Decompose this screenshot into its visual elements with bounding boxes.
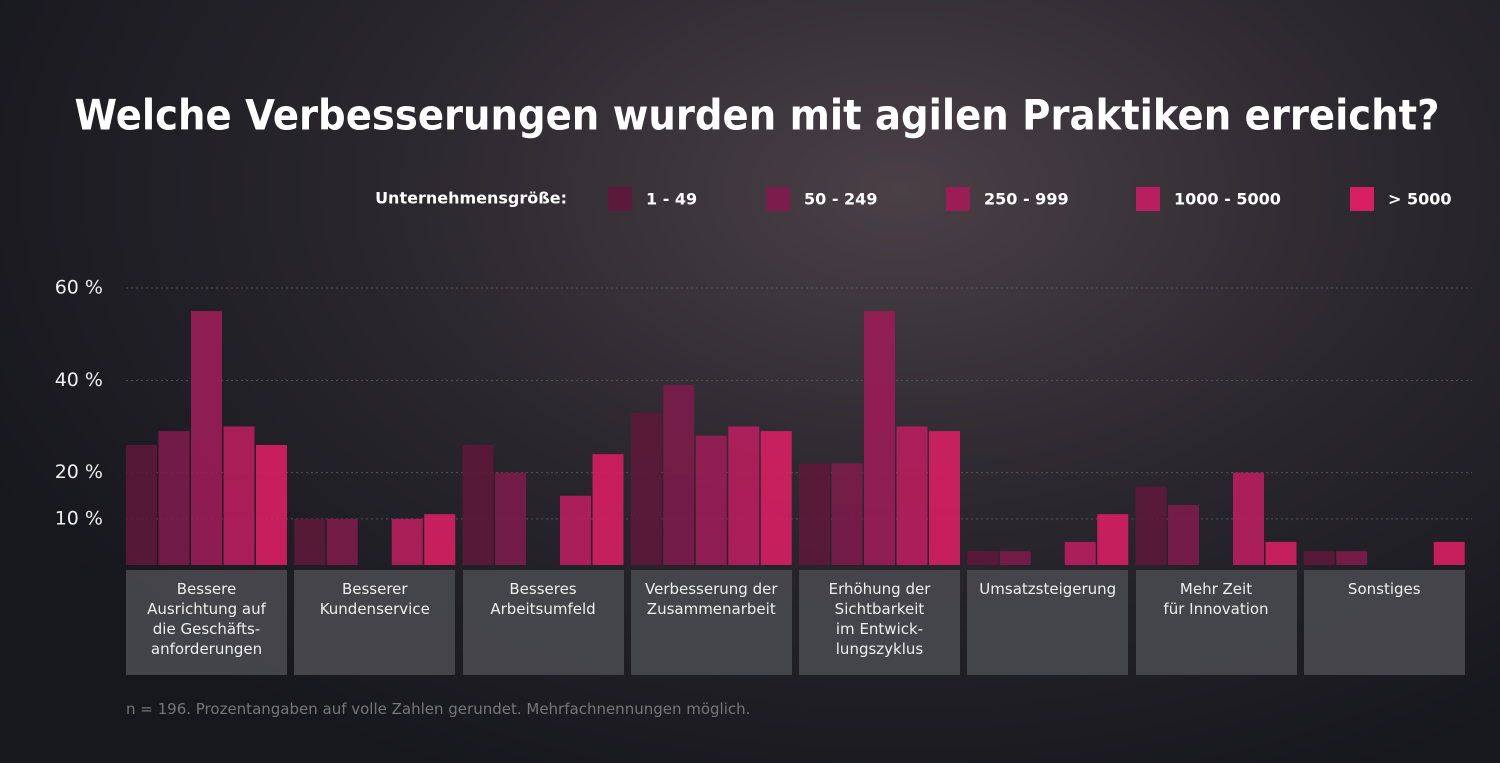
category-label: Besseres Arbeitsumfeld (462, 570, 624, 675)
category-label: Erhöhung der Sichtbarkeit im Entwick- lu… (799, 570, 960, 675)
footnote: n = 196. Prozentangaben auf volle Zahlen… (126, 700, 751, 718)
bar (1233, 472, 1264, 565)
bar (1265, 541, 1297, 565)
category-label: Besserer Kundenservice (294, 570, 456, 675)
bar (999, 551, 1031, 565)
bar (896, 426, 928, 565)
bar (223, 426, 255, 565)
bar (760, 431, 792, 565)
legend-label: 1000 - 5000 (1174, 190, 1281, 209)
legend-swatch (766, 187, 790, 211)
bar (695, 435, 727, 565)
bar (294, 518, 326, 565)
legend-label: 250 - 999 (984, 190, 1069, 209)
bar (831, 463, 863, 565)
bar (495, 472, 526, 565)
bar (391, 518, 423, 565)
bar (1064, 541, 1096, 565)
bar (560, 495, 591, 565)
bar (1303, 551, 1335, 565)
bar (663, 384, 695, 565)
bar (1336, 551, 1368, 565)
y-tick-label: 20 % (55, 461, 103, 483)
bar (1433, 541, 1465, 565)
category-label: Mehr Zeit für Innovation (1135, 570, 1297, 675)
bar (1135, 486, 1167, 565)
category-label: Bessere Ausrichtung auf die Geschäfts- a… (126, 570, 287, 675)
bar (929, 431, 960, 565)
bar (799, 463, 830, 565)
legend-label: 1 - 49 (646, 190, 697, 209)
bar (158, 431, 190, 565)
bar (592, 454, 624, 565)
legend-title: Unternehmensgröße: (375, 189, 567, 208)
y-tick-label: 40 % (55, 369, 103, 391)
y-tick-label: 10 % (55, 507, 103, 529)
bar (728, 426, 760, 565)
legend-swatch (1350, 187, 1374, 211)
bar (1097, 514, 1129, 565)
legend-label: > 5000 (1388, 190, 1452, 209)
legend-swatch (946, 187, 970, 211)
bar (864, 311, 895, 565)
bar (462, 444, 494, 565)
legend-swatch (608, 187, 632, 211)
category-label: Umsatzsteigerung (967, 570, 1129, 675)
category-label: Verbesserung der Zusammenarbeit (630, 570, 792, 675)
bar (256, 444, 287, 565)
legend-label: 50 - 249 (804, 190, 877, 209)
bar (326, 518, 358, 565)
bar (967, 551, 999, 565)
bar (630, 412, 662, 565)
category-label: Sonstiges (1303, 570, 1465, 675)
y-tick-label: 60 % (55, 276, 103, 298)
bar (191, 311, 222, 565)
bar (1168, 504, 1199, 565)
chart-title: Welche Verbesserungen wurden mit agilen … (75, 91, 1440, 140)
legend-swatch (1136, 187, 1160, 211)
bar (126, 444, 157, 565)
bar (424, 514, 456, 565)
